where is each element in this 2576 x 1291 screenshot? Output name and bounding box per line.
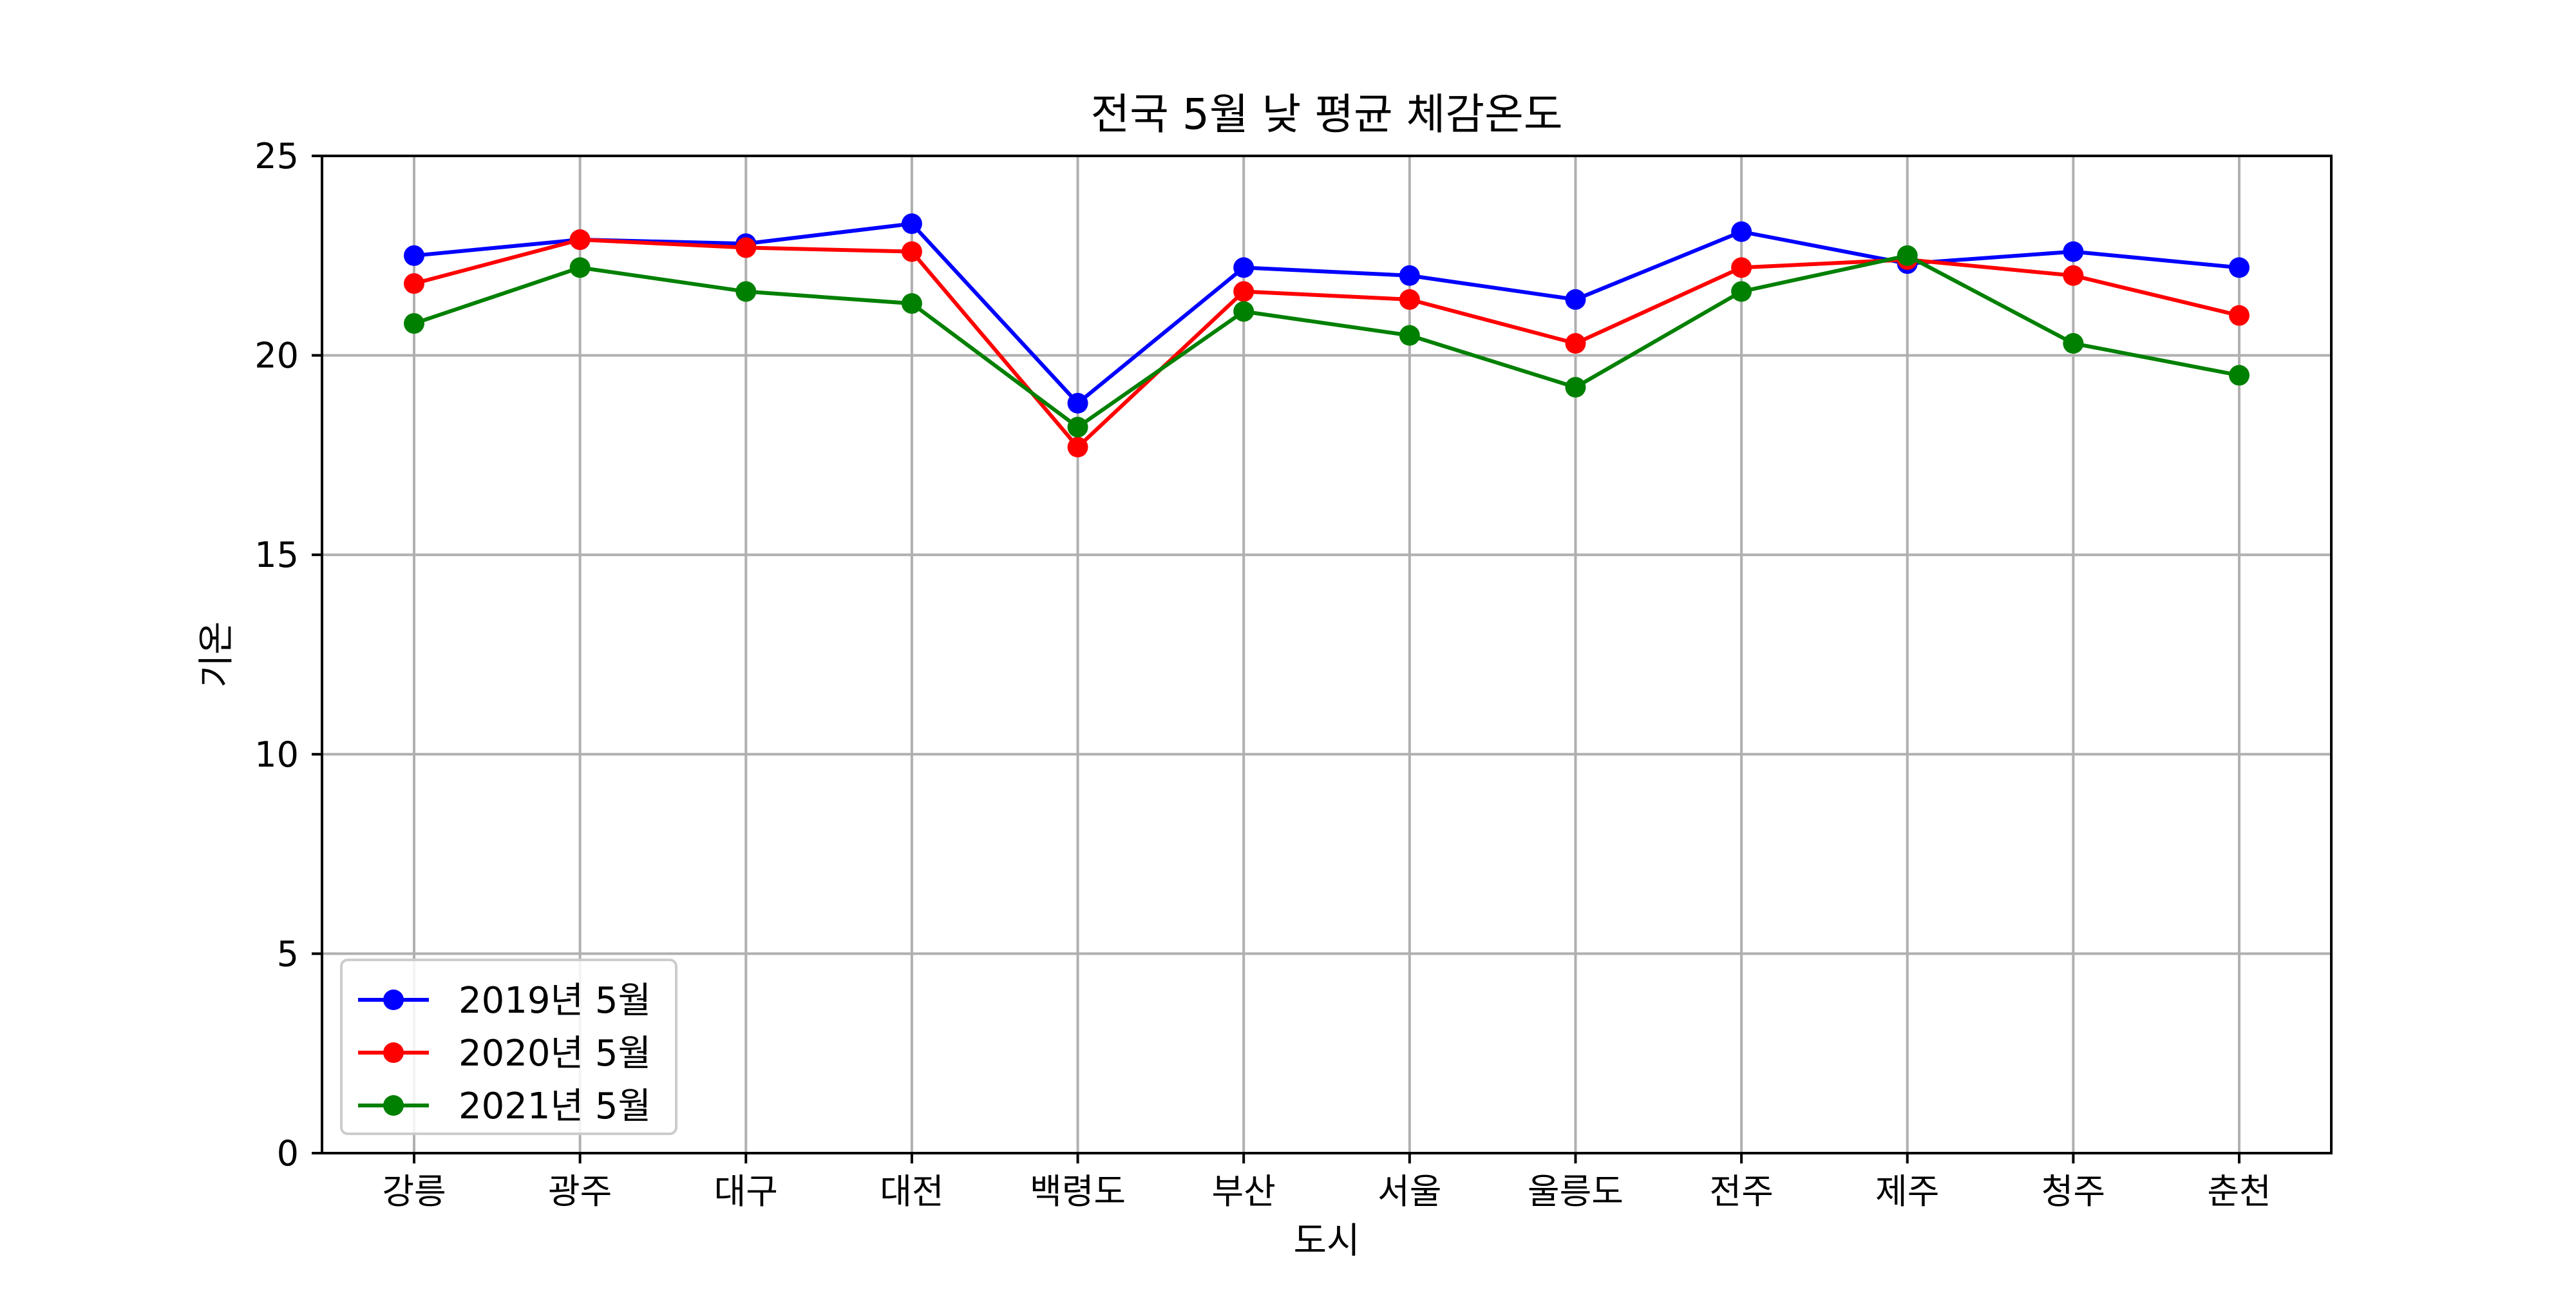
series-2: [404, 229, 2249, 458]
data-point: [1565, 333, 1586, 354]
y-tick-label: 20: [254, 336, 299, 376]
y-tick-label: 5: [277, 933, 299, 974]
plot-frame: [321, 155, 2333, 1154]
legend-marker: [383, 1095, 404, 1116]
data-point: [2063, 241, 2084, 262]
data-point: [1067, 392, 1088, 414]
data-point: [1233, 281, 1255, 302]
data-point: [2063, 265, 2084, 286]
x-axis-title: 도시: [1293, 1220, 1359, 1262]
tick-layer: 강릉 광주 대구 대전 백령도 부산 서울 울릉도 전주 제주 청주 춘천 0 5 10 15 20 25: [254, 136, 2271, 1212]
data-point: [1731, 257, 1752, 278]
legend-entry: 2020년 5월: [358, 1033, 651, 1075]
legend-marker: [383, 990, 404, 1010]
x-tick-label: 청주: [2041, 1171, 2105, 1212]
data-point: [1399, 265, 1420, 286]
series-line: [413, 253, 2240, 430]
x-tick-label: 춘천: [2207, 1171, 2271, 1212]
data-point: [2229, 257, 2249, 278]
x-tick-label: 전주: [1709, 1171, 1773, 1212]
data-point: [569, 257, 591, 278]
data-point: [569, 229, 591, 251]
series-layer: [404, 213, 2249, 458]
data-point: [1565, 289, 1586, 310]
data-point: [1565, 377, 1586, 398]
x-tick-label: 광주: [548, 1171, 612, 1212]
data-point: [901, 213, 922, 234]
x-tick-label: 강릉: [382, 1171, 446, 1212]
x-tick-label: 제주: [1875, 1171, 1939, 1212]
legend-label: 2021년 5월: [459, 1085, 651, 1127]
x-tick-label: 서울: [1378, 1171, 1441, 1212]
data-point: [901, 293, 922, 314]
data-point: [1067, 437, 1088, 458]
data-point: [1067, 417, 1088, 438]
data-point: [404, 313, 424, 334]
data-point: [1233, 257, 1255, 278]
data-point: [735, 281, 757, 302]
data-point: [1399, 289, 1420, 310]
series-line: [413, 238, 2240, 450]
data-point: [2229, 305, 2249, 326]
data-point: [1233, 301, 1255, 322]
x-tick-label: 울릉도: [1528, 1171, 1624, 1212]
x-tick-label: 대구: [714, 1171, 778, 1212]
x-tick-label: 대전: [880, 1171, 943, 1212]
legend-marker: [383, 1042, 404, 1063]
y-axis-title: 기온: [196, 621, 238, 687]
data-point: [404, 245, 424, 266]
x-tick-label: 부산: [1211, 1171, 1275, 1212]
series-3: [404, 245, 2249, 438]
y-tick-label: 0: [277, 1133, 299, 1174]
data-point: [1399, 325, 1420, 346]
data-point: [404, 273, 424, 294]
legend-label: 2020년 5월: [459, 1033, 651, 1075]
legend-entry: 2019년 5월: [358, 980, 651, 1022]
x-tick-label: 백령도: [1030, 1171, 1126, 1212]
legend-label: 2019년 5월: [459, 980, 651, 1022]
y-tick-label: 10: [254, 734, 299, 775]
data-point: [901, 241, 922, 262]
data-point: [2063, 333, 2084, 354]
data-point: [1731, 281, 1752, 302]
series-line: [413, 222, 2240, 405]
chart-title: 전국 5월 낮 평균 체감온도: [1090, 90, 1562, 139]
data-point: [1897, 245, 1918, 266]
y-tick-label: 15: [254, 535, 299, 575]
legend-box: [340, 959, 677, 1135]
data-point: [2229, 365, 2249, 386]
y-tick-label: 25: [254, 136, 299, 177]
data-point: [1731, 221, 1752, 242]
data-point: [735, 237, 757, 258]
legend-entry: 2021년 5월: [358, 1085, 651, 1127]
legend: 2019년 5월 2020년 5월 2021년 5월: [340, 959, 677, 1135]
